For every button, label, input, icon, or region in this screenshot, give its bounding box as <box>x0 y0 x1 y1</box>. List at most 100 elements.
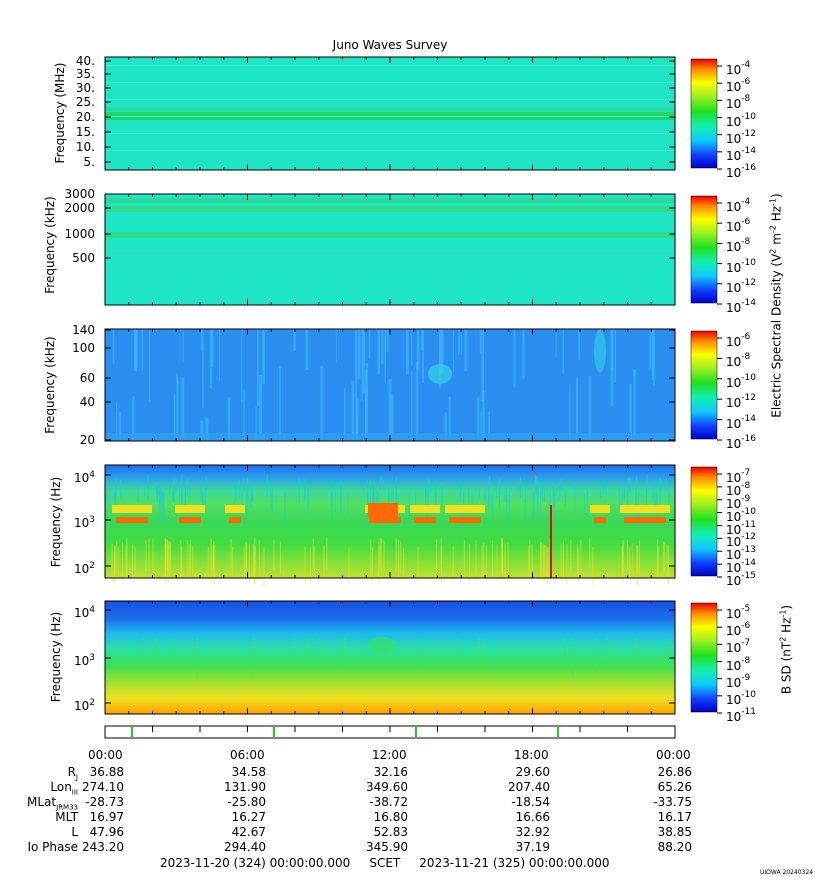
spectrogram-streak <box>134 329 138 371</box>
spectrogram-streak <box>501 542 503 576</box>
spectrogram-streak <box>668 484 670 520</box>
spectrogram-streak <box>211 329 214 368</box>
spectrogram-streak <box>562 541 564 578</box>
spectrogram-streak <box>441 545 443 583</box>
spectrogram-background <box>105 601 675 714</box>
spectrogram-streak <box>657 546 659 577</box>
spectrogram-streak <box>627 539 629 573</box>
spectrogram-streak <box>175 477 177 492</box>
colorbar-tick-label: 10-10 <box>726 506 756 524</box>
spectrogram-streak <box>484 489 486 500</box>
spectrogram-streak <box>531 544 533 581</box>
spectrogram-streak <box>524 484 526 519</box>
spectrogram-streak <box>651 329 654 380</box>
chart-title: Juno Waves Survey <box>332 38 448 52</box>
spectrogram-streak <box>621 546 623 577</box>
spectrogram-streak <box>157 483 159 504</box>
x-tick-label: 06:00 <box>230 748 265 762</box>
spectrogram-streak <box>357 329 361 380</box>
spectrogram-streak <box>202 329 204 409</box>
spectrogram-stripe <box>105 252 675 254</box>
spectrogram-streak <box>210 538 212 571</box>
ephemeris-value: 345.90 <box>366 840 408 854</box>
ephemeris-value: 52.83 <box>373 825 408 839</box>
spectrogram-emission <box>620 505 670 513</box>
spectrogram-streak <box>234 486 236 512</box>
spectrogram-patch <box>368 637 396 653</box>
spectrogram-streak <box>468 488 470 503</box>
spectrogram-streak <box>547 547 549 579</box>
magnetic-colorbar-title: B SD (nT2 Hz-1) <box>778 604 794 695</box>
ephemeris-label: LonIII <box>50 780 78 797</box>
spectrogram-patch <box>594 329 606 373</box>
y-tick-label: 2000 <box>64 201 95 215</box>
spectrogram-streak <box>180 539 182 578</box>
spectrogram-p4 <box>104 464 676 587</box>
colorbar-tick-label: 10-11 <box>726 519 756 537</box>
spectrogram-streak <box>331 492 333 521</box>
spectrogram-streak <box>163 493 165 526</box>
spectrogram-streak <box>164 542 166 582</box>
spectrogram-streak <box>173 394 176 441</box>
spectrogram-streak <box>248 543 250 584</box>
spectrogram-streak <box>181 475 183 504</box>
spectrogram-streak <box>243 478 245 493</box>
spectrogram-streak <box>575 376 578 441</box>
spectrogram-streak <box>246 542 248 579</box>
spectrogram-streak <box>230 539 232 572</box>
ephemeris-value: 32.92 <box>515 825 550 839</box>
spectrogram-streak <box>263 547 265 587</box>
spectrogram-streak <box>279 541 281 575</box>
spectrogram-streak <box>114 490 116 512</box>
spectrogram-streak <box>492 489 494 523</box>
spectrogram-streak <box>435 481 437 514</box>
spectrogram-streak <box>506 486 508 517</box>
spectrogram-streak <box>629 547 631 579</box>
ephemeris-value: 16.66 <box>515 810 550 824</box>
spectrogram-streak <box>395 494 397 506</box>
spectrogram-streak <box>121 542 123 581</box>
spectrogram-streak <box>463 540 465 579</box>
ephemeris-value: 47.96 <box>89 825 124 839</box>
spectrogram-streak <box>388 483 390 508</box>
spectrogram-streak <box>490 493 492 509</box>
spectrogram-streak <box>201 490 203 516</box>
ephemeris-value: 16.80 <box>373 810 408 824</box>
spectrogram-streak <box>654 479 656 513</box>
colorbar-tick-label: 10-11 <box>726 707 756 724</box>
spectrogram-streak <box>247 477 249 500</box>
spectrogram-streak <box>543 487 545 503</box>
spectrogram-streak <box>638 540 640 579</box>
x-tick-label: 18:00 <box>514 748 549 762</box>
spectrogram-streak <box>109 483 111 507</box>
spectrogram-streak <box>379 538 381 570</box>
spectrogram-streak <box>566 543 568 584</box>
colorbar-tick-label: 10-14 <box>726 145 756 163</box>
spectrogram-streak <box>536 476 538 497</box>
spectrogram-streak <box>653 329 655 386</box>
spectrogram-streak <box>181 546 183 580</box>
spectrogram-streak <box>189 482 191 499</box>
spectrogram-streak <box>589 538 591 569</box>
credit-label: UIOWA 20240324 <box>760 869 814 876</box>
spectrogram-streak <box>411 371 413 441</box>
spectrogram-streak <box>592 547 594 585</box>
ephemeris-value: -25.80 <box>227 795 266 809</box>
spectrogram-streak <box>251 487 253 501</box>
spectrogram-streak <box>629 478 631 494</box>
spectrogram-streak <box>271 489 273 513</box>
ephemeris-label: RJ <box>67 765 78 782</box>
spectrogram-streak <box>481 545 483 577</box>
spectrogram-streak <box>170 637 172 667</box>
spectrogram-streak <box>120 479 122 497</box>
y-tick-label: 140 <box>72 323 95 337</box>
spectrogram-streak <box>489 476 491 509</box>
colorbar-tick-label: 10-10 <box>726 111 756 129</box>
spectrogram-streak <box>570 539 572 571</box>
spectrogram-streak <box>186 540 188 576</box>
ephemeris-value: 131.90 <box>224 780 266 794</box>
ephemeris-label: L <box>71 825 78 839</box>
spectrogram-streak <box>259 375 263 441</box>
spectrogram-streak <box>540 490 542 519</box>
ephemeris-value: 37.19 <box>515 840 550 854</box>
